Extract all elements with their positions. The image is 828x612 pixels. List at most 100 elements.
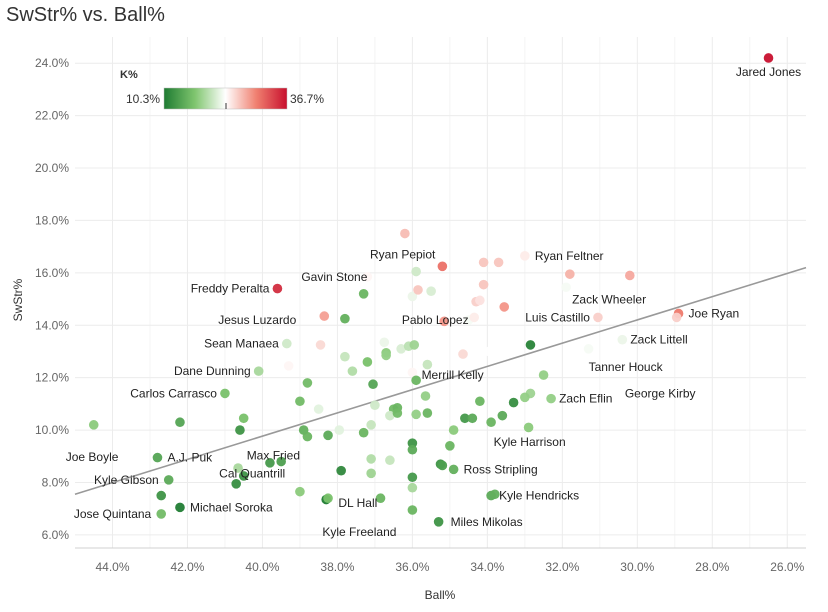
data-point[interactable] xyxy=(407,291,418,302)
data-point[interactable] xyxy=(763,53,774,63)
data-point[interactable] xyxy=(253,366,264,376)
data-point[interactable] xyxy=(422,408,433,418)
data-point[interactable] xyxy=(366,468,376,479)
data-point[interactable] xyxy=(411,375,421,386)
data-point[interactable] xyxy=(439,316,450,327)
data-point[interactable] xyxy=(362,271,373,282)
data-point[interactable] xyxy=(295,396,305,407)
data-point[interactable] xyxy=(315,340,326,350)
data-point[interactable] xyxy=(407,482,418,493)
data-point[interactable] xyxy=(508,397,519,408)
data-point[interactable] xyxy=(381,350,391,361)
data-point[interactable] xyxy=(362,357,373,367)
data-point[interactable] xyxy=(392,408,403,418)
data-point[interactable] xyxy=(302,431,313,442)
data-point[interactable] xyxy=(475,396,485,407)
data-point[interactable] xyxy=(583,344,594,354)
data-point[interactable] xyxy=(499,302,510,312)
data-point[interactable] xyxy=(379,337,390,348)
data-point[interactable] xyxy=(497,410,508,421)
data-point[interactable] xyxy=(302,378,313,388)
data-point[interactable] xyxy=(175,502,185,513)
data-point[interactable] xyxy=(561,282,571,293)
data-point[interactable] xyxy=(426,286,436,296)
data-point[interactable] xyxy=(368,379,378,390)
data-point[interactable] xyxy=(433,516,444,527)
data-point[interactable] xyxy=(220,388,230,399)
data-point[interactable] xyxy=(467,413,478,424)
data-point[interactable] xyxy=(407,444,418,455)
data-point[interactable] xyxy=(520,392,530,403)
data-point[interactable] xyxy=(484,346,495,357)
data-point[interactable] xyxy=(525,340,536,350)
data-point[interactable] xyxy=(448,464,459,475)
data-point[interactable] xyxy=(538,370,549,380)
data-point[interactable] xyxy=(282,338,292,349)
data-point[interactable] xyxy=(336,465,346,476)
data-point[interactable] xyxy=(175,417,185,428)
data-point[interactable] xyxy=(313,404,324,414)
data-point[interactable] xyxy=(370,400,380,410)
data-point[interactable] xyxy=(420,391,431,401)
data-point[interactable] xyxy=(272,283,283,294)
data-point[interactable] xyxy=(156,490,167,501)
data-point[interactable] xyxy=(276,456,286,467)
data-point[interactable] xyxy=(334,425,345,435)
data-point[interactable] xyxy=(625,270,635,281)
data-point[interactable] xyxy=(400,228,410,239)
data-point[interactable] xyxy=(565,269,575,279)
data-point[interactable] xyxy=(396,344,406,354)
data-point[interactable] xyxy=(413,285,423,295)
data-point[interactable] xyxy=(340,351,350,362)
data-point[interactable] xyxy=(437,460,448,471)
data-point[interactable] xyxy=(520,251,530,261)
data-point[interactable] xyxy=(411,266,421,277)
data-point[interactable] xyxy=(458,349,468,359)
data-point[interactable] xyxy=(358,289,369,299)
data-point[interactable] xyxy=(445,441,455,451)
data-point[interactable] xyxy=(265,458,275,468)
data-point[interactable] xyxy=(323,430,333,441)
data-point[interactable] xyxy=(283,361,294,371)
data-point[interactable] xyxy=(319,311,330,321)
data-point[interactable] xyxy=(422,359,433,370)
data-point[interactable] xyxy=(448,425,459,435)
data-point[interactable] xyxy=(238,413,249,424)
data-point[interactable] xyxy=(88,420,99,430)
data-point[interactable] xyxy=(235,425,245,435)
data-point[interactable] xyxy=(523,422,534,433)
data-point[interactable] xyxy=(407,472,418,483)
data-point[interactable] xyxy=(375,493,386,504)
data-point[interactable] xyxy=(323,493,333,504)
data-point[interactable] xyxy=(617,334,628,345)
data-point[interactable] xyxy=(358,427,369,438)
data-point[interactable] xyxy=(156,509,167,519)
data-point[interactable] xyxy=(593,312,603,323)
data-point[interactable] xyxy=(671,312,682,323)
data-point[interactable] xyxy=(407,367,418,378)
data-point[interactable] xyxy=(486,417,496,428)
data-point[interactable] xyxy=(409,340,420,350)
data-point[interactable] xyxy=(437,261,448,272)
data-point[interactable] xyxy=(385,410,395,421)
data-point[interactable] xyxy=(366,420,376,430)
data-point[interactable] xyxy=(295,486,305,497)
data-point[interactable] xyxy=(163,475,174,485)
data-point[interactable] xyxy=(233,463,243,473)
data-point[interactable] xyxy=(340,313,350,324)
data-point[interactable] xyxy=(490,489,500,500)
data-point[interactable] xyxy=(152,452,163,463)
data-point[interactable] xyxy=(493,257,504,268)
data-point[interactable] xyxy=(407,505,418,515)
data-point[interactable] xyxy=(231,478,241,489)
data-point[interactable] xyxy=(347,366,358,376)
data-point[interactable] xyxy=(460,413,470,424)
data-point[interactable] xyxy=(411,409,421,420)
data-point[interactable] xyxy=(478,279,489,290)
data-point[interactable] xyxy=(469,312,480,323)
data-point[interactable] xyxy=(546,393,556,404)
data-point[interactable] xyxy=(475,295,485,306)
data-point[interactable] xyxy=(366,454,376,464)
data-point[interactable] xyxy=(478,257,489,268)
data-point[interactable] xyxy=(238,471,249,481)
